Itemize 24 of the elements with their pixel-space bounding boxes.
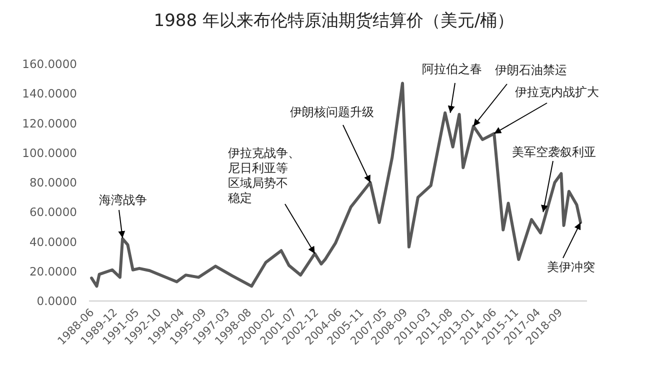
annotation: 伊朗核问题升级 [290,105,374,119]
y-tick-label: 0.0000 [36,294,77,308]
annotation: 伊拉克内战扩大 [494,85,599,134]
y-tick-label: 100.0000 [22,146,77,160]
annotation: 美军空袭叙利亚 [512,145,596,213]
annotation: 伊拉克战争、尼日利亚等区域局势不稳定 [228,146,300,205]
annotation: 海湾战争 [99,193,147,239]
annotation: 海湾战争 [99,193,147,207]
annotation: 伊拉克内战扩大 [515,85,599,99]
annotation: 阿拉伯之春 [422,62,482,76]
y-tick-label: 160.0000 [22,57,77,71]
annotation: 阿拉伯之春 [422,62,482,114]
annotation: 美伊冲突 [547,260,595,274]
annotation: 美军空袭叙利亚 [512,145,596,159]
y-tick-label: 60.0000 [29,205,77,220]
y-tick-label: 140.0000 [22,86,77,101]
annotation: 美伊冲突 [547,222,595,274]
y-tick-label: 20.0000 [29,264,77,278]
annotation: 伊朗石油禁运 [495,63,567,77]
y-tick-label: 40.0000 [29,234,77,249]
chart-title: 1988 年以来布伦特原油期货结算价（美元/桶） [154,11,514,31]
y-tick-label: 120.0000 [22,116,77,130]
annotation: 伊拉克战争、尼日利亚等区域局势不稳定 [228,146,316,254]
y-tick-label: 80.0000 [29,176,77,190]
